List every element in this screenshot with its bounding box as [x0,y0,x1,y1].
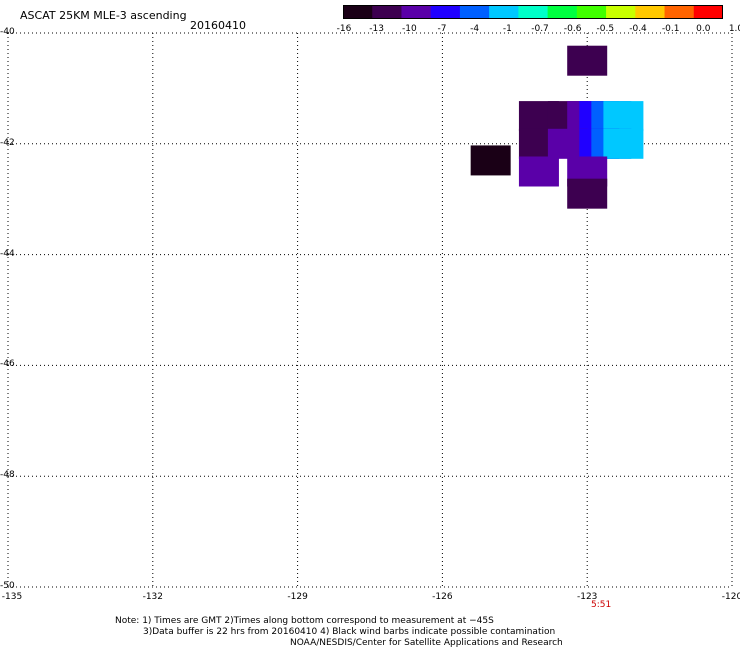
data-cell [470,145,511,176]
colorbar-segment [401,5,432,19]
data-cell [603,128,644,159]
colorbar-outline [343,5,723,19]
longitude-label: -126 [432,592,453,602]
footer-note-1: Note: 1) Times are GMT 2)Times along bot… [115,616,494,626]
colorbar-tick-label: -0.6 [563,24,582,34]
colorbar-segment [606,5,636,19]
data-cell [603,101,644,132]
colorbar-segment [664,5,695,19]
colorbar [343,5,723,19]
colorbar-tick-label: -1 [502,24,512,34]
latitude-label: -44 [0,248,15,259]
colorbar-tick-label: 1.0 [728,24,740,34]
colorbar-segment [518,5,549,19]
footer-note-2: 3)Data buffer is 22 hrs from 20160410 4)… [143,627,556,637]
colorbar-tick-label: -0.7 [531,24,549,34]
colorbar-segment [343,5,373,19]
latitude-label: -40 [0,27,15,37]
colorbar-segment [547,5,578,19]
colorbar-segment [693,5,723,19]
latitude-label: -50 [0,581,15,591]
data-cells [470,45,644,209]
colorbar-tick-label: -7 [437,24,447,34]
colorbar-tick-label: -0.4 [629,24,647,34]
latitude-label: -46 [0,359,15,370]
longitude-label: -129 [287,592,308,602]
data-cell [567,178,608,209]
colorbar-tick-label: -4 [470,24,480,34]
data-cell [518,156,559,187]
latitude-label: -48 [0,470,15,481]
longitude-label: -123 [576,592,598,602]
product-title: ASCAT 25KM MLE-3 ascending [20,9,187,22]
colorbar-tick-label: -0.5 [596,24,615,34]
colorbar-tick-label: -13 [369,24,385,34]
colorbar-tick-label: -0.1 [661,24,680,34]
latitude-label: -42 [0,137,15,148]
data-cell [567,45,608,76]
colorbar-segment [430,5,461,19]
colorbar-labels: -16 -13 -10 -7 -4 -1 -0.7 -0.6 -0.5 -0.4 -0.1 0.0 1.… [330,24,740,36]
longitude-label: -132 [142,592,164,602]
colorbar-segment [372,5,402,19]
product-date: 20160410 [190,19,246,32]
footer-credit: NOAA/NESDIS/Center for Satellite Applica… [290,638,563,648]
colorbar-segment [459,5,490,19]
colorbar-segment [489,5,519,19]
colorbar-tick-label: -10 [401,24,417,34]
colorbar-tick-label: -16 [336,24,352,34]
longitude-label: -135 [1,592,23,602]
longitude-label: -120 [721,592,740,602]
pass-time-label: 5:51 [591,600,612,610]
colorbar-segment [576,5,607,19]
colorbar-tick-label: 0.0 [696,24,711,34]
colorbar-segment [635,5,666,19]
lat-lon-grid [7,32,733,588]
